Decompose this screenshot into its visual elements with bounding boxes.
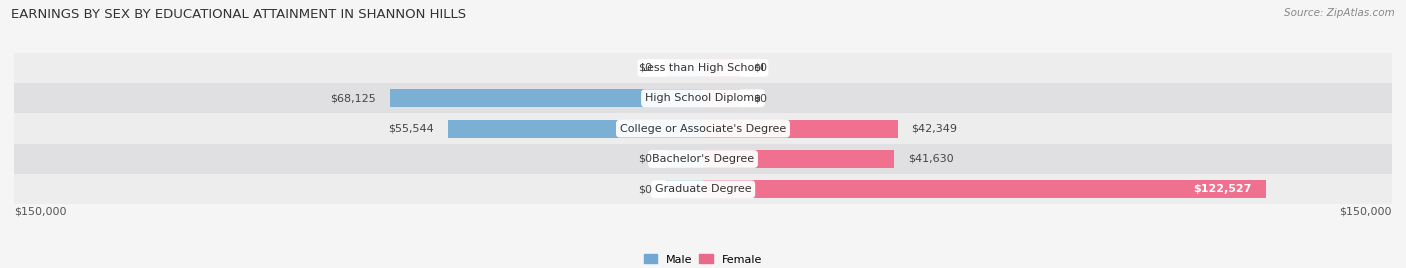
Text: College or Associate's Degree: College or Associate's Degree bbox=[620, 124, 786, 134]
Text: $0: $0 bbox=[638, 63, 652, 73]
Bar bbox=[389, 89, 703, 107]
Legend: Male, Female: Male, Female bbox=[644, 254, 762, 265]
Text: Graduate Degree: Graduate Degree bbox=[655, 184, 751, 194]
Text: $42,349: $42,349 bbox=[911, 124, 957, 134]
Text: $150,000: $150,000 bbox=[1340, 206, 1392, 216]
Bar bbox=[703, 180, 1265, 198]
Text: High School Diploma: High School Diploma bbox=[645, 93, 761, 103]
Text: $150,000: $150,000 bbox=[14, 206, 66, 216]
Bar bbox=[14, 53, 1392, 83]
Bar bbox=[14, 113, 1392, 144]
Text: Source: ZipAtlas.com: Source: ZipAtlas.com bbox=[1284, 8, 1395, 18]
Bar bbox=[703, 89, 740, 107]
Text: $0: $0 bbox=[754, 63, 768, 73]
Bar bbox=[14, 144, 1392, 174]
Text: EARNINGS BY SEX BY EDUCATIONAL ATTAINMENT IN SHANNON HILLS: EARNINGS BY SEX BY EDUCATIONAL ATTAINMEN… bbox=[11, 8, 467, 21]
Bar bbox=[449, 120, 703, 138]
Text: $0: $0 bbox=[638, 154, 652, 164]
Text: $41,630: $41,630 bbox=[908, 154, 953, 164]
Text: $0: $0 bbox=[638, 184, 652, 194]
Bar bbox=[666, 59, 703, 77]
Bar bbox=[14, 83, 1392, 113]
Bar bbox=[703, 150, 894, 168]
Bar bbox=[14, 174, 1392, 204]
Bar bbox=[703, 59, 740, 77]
Bar bbox=[666, 180, 703, 198]
Text: Less than High School: Less than High School bbox=[641, 63, 765, 73]
Text: $0: $0 bbox=[754, 93, 768, 103]
Text: $55,544: $55,544 bbox=[388, 124, 434, 134]
Text: $122,527: $122,527 bbox=[1194, 184, 1251, 194]
Text: Bachelor's Degree: Bachelor's Degree bbox=[652, 154, 754, 164]
Text: $68,125: $68,125 bbox=[330, 93, 377, 103]
Bar bbox=[703, 120, 897, 138]
Bar bbox=[666, 150, 703, 168]
